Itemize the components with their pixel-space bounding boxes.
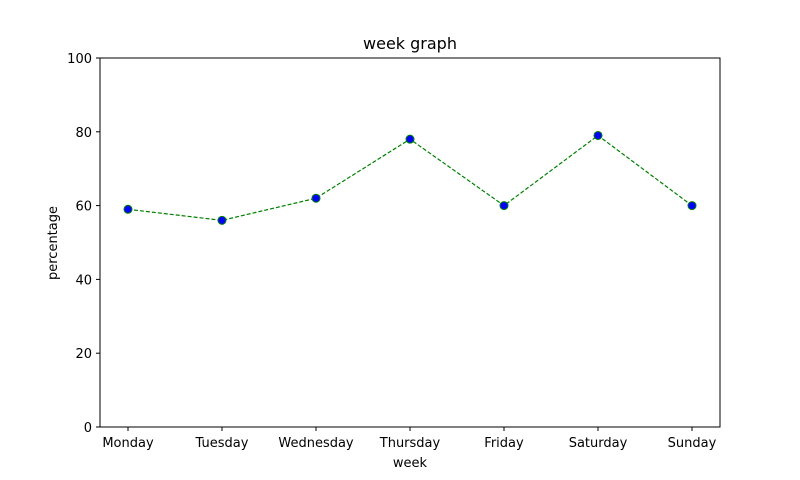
- axis-ticks: 0 20 40 60 80 100 Monday Tuesday Wednesday Thursd…: [67, 52, 716, 451]
- x-axis-label: week: [393, 456, 428, 471]
- data-point: [405, 134, 415, 144]
- y-tick-label: 80: [75, 126, 92, 141]
- y-tick-label: 100: [67, 52, 92, 67]
- series-layer: [123, 130, 697, 225]
- y-axis-label: percentage: [46, 206, 61, 280]
- x-tick-label: Wednesday: [278, 436, 354, 451]
- x-tick-label: Tuesday: [195, 436, 249, 451]
- x-tick-label: Friday: [484, 436, 524, 451]
- x-tick-label: Sunday: [668, 436, 717, 451]
- data-point: [593, 130, 603, 140]
- y-tick-label: 0: [84, 421, 92, 436]
- data-point: [499, 201, 509, 211]
- data-point: [217, 215, 227, 225]
- y-tick-label: 20: [75, 347, 92, 362]
- y-tick-label: 60: [75, 200, 92, 215]
- chart-title: week graph: [363, 34, 457, 53]
- x-tick-label: Saturday: [569, 436, 628, 451]
- data-point: [687, 201, 697, 211]
- x-tick-label: Thursday: [379, 436, 441, 451]
- data-point: [311, 193, 321, 203]
- plot-area-frame: [99, 57, 721, 428]
- y-tick-label: 40: [75, 273, 92, 288]
- data-point: [123, 204, 133, 214]
- x-tick-label: Monday: [102, 436, 154, 451]
